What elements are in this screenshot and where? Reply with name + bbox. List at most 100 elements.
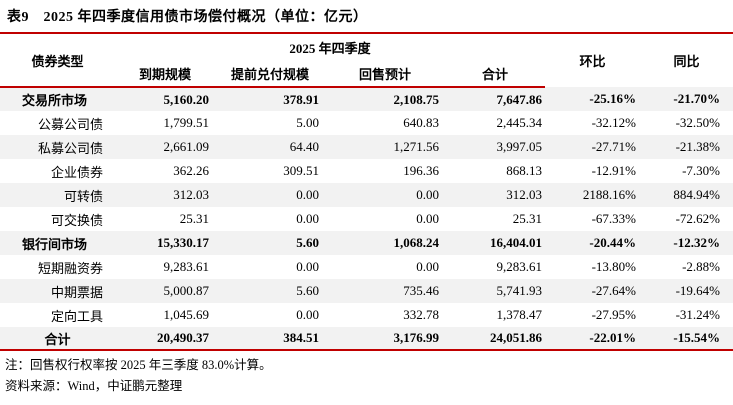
- maturity-cell: 1,799.51: [163, 115, 210, 130]
- table-row: 定向工具 1,045.69 0.00 332.78 1,378.47 -27.9…: [0, 303, 733, 327]
- put-cell: 0.00: [416, 211, 439, 226]
- early-redemption-cell: 309.51: [283, 163, 319, 178]
- early-redemption-cell: 0.00: [296, 307, 319, 322]
- qoq-cell: -67.33%: [591, 211, 637, 226]
- maturity-cell: 15,330.17: [157, 235, 209, 250]
- label-cell: 合计: [0, 327, 115, 351]
- qoq-cell: -32.12%: [591, 115, 637, 130]
- total-cell: 868.13: [506, 163, 543, 178]
- put-cell: 0.00: [416, 259, 439, 274]
- label-cell: 可转债: [63, 188, 103, 204]
- table-title: 表9 2025 年四季度信用债市场偿付概况（单位：亿元）: [7, 10, 368, 25]
- qoq-cell: -25.16%: [589, 91, 637, 106]
- total-cell: 7,647.86: [496, 91, 543, 107]
- early-redemption-cell: 5.60: [296, 283, 319, 298]
- total-cell: 3,997.05: [496, 139, 543, 154]
- early-redemption-cell: 0.00: [296, 187, 319, 202]
- qoq-cell: -27.71%: [591, 139, 637, 154]
- table-row: 银行间市场 15,330.17 5.60 1,068.24 16,404.01 …: [0, 231, 733, 255]
- put-cell: 2,108.75: [393, 91, 440, 107]
- yoy-cell: -31.24%: [675, 307, 721, 322]
- total-cell: 2,445.34: [496, 115, 543, 130]
- put-cell: 1,271.56: [393, 139, 440, 154]
- yoy-cell: -72.62%: [675, 211, 721, 226]
- table-row: 交易所市场 5,160.20 378.91 2,108.75 7,647.86 …: [0, 87, 733, 111]
- footnote-source: 资料来源：Wind，中证鹏元整理: [5, 378, 183, 393]
- label-cell: 短期融资券: [37, 260, 103, 276]
- bond-repayment-table: 债券类型 2025 年四季度 环比 同比 到期规模 提前兑付规模 回售预计 合计…: [0, 32, 733, 351]
- table-row: 可交换债 25.31 0.00 0.00 25.31 -67.33% -72.6…: [0, 207, 733, 231]
- table-row: 私募公司债 2,661.09 64.40 1,271.56 3,997.05 -…: [0, 135, 733, 159]
- header-put-estimate: 回售预计: [325, 61, 445, 88]
- maturity-cell: 362.26: [173, 163, 209, 178]
- yoy-cell: 884.94%: [673, 187, 721, 202]
- yoy-cell: -21.38%: [675, 139, 721, 154]
- header-quarter-group: 2025 年四季度: [289, 41, 371, 56]
- total-cell: 1,378.47: [496, 307, 543, 322]
- label-cell: 交易所市场: [22, 93, 88, 108]
- table-header: 债券类型 2025 年四季度 环比 同比 到期规模 提前兑付规模 回售预计 合计: [0, 33, 733, 88]
- put-cell: 196.36: [403, 163, 439, 178]
- put-cell: 735.46: [403, 283, 439, 298]
- total-cell: 24,051.86: [445, 327, 546, 351]
- label-cell: 中期票据: [50, 284, 103, 300]
- header-total: 合计: [445, 61, 546, 88]
- label-cell: 定向工具: [50, 308, 103, 324]
- yoy-cell: -2.88%: [682, 259, 721, 274]
- maturity-cell: 1,045.69: [163, 307, 210, 322]
- total-cell: 16,404.01: [490, 235, 543, 250]
- total-cell: 5,741.93: [496, 283, 543, 298]
- total-cell: 312.03: [506, 187, 543, 202]
- maturity-cell: 25.31: [179, 211, 209, 226]
- put-cell: 1,068.24: [393, 235, 440, 250]
- early-redemption-cell: 384.51: [215, 327, 325, 351]
- header-early-redemption: 提前兑付规模: [215, 61, 325, 88]
- yoy-cell: -21.70%: [673, 91, 721, 106]
- early-redemption-cell: 378.91: [283, 91, 319, 107]
- maturity-cell: 312.03: [173, 187, 209, 202]
- put-cell: 0.00: [416, 187, 439, 202]
- early-redemption-cell: 0.00: [296, 259, 319, 274]
- table-row: 企业债券 362.26 309.51 196.36 868.13 -12.91%…: [0, 159, 733, 183]
- early-redemption-cell: 5.60: [296, 235, 319, 250]
- qoq-cell: -20.44%: [589, 235, 637, 250]
- qoq-cell: -27.95%: [591, 307, 637, 322]
- yoy-cell: -19.64%: [675, 283, 721, 298]
- maturity-cell: 20,490.37: [115, 327, 215, 351]
- label-cell: 公募公司债: [37, 116, 103, 132]
- table-row: 可转债 312.03 0.00 0.00 312.03 2188.16% 884…: [0, 183, 733, 207]
- total-cell: 9,283.61: [496, 259, 543, 274]
- table-row: 公募公司债 1,799.51 5.00 640.83 2,445.34 -32.…: [0, 111, 733, 135]
- early-redemption-cell: 5.00: [296, 115, 319, 130]
- total-cell: 25.31: [512, 211, 543, 226]
- yoy-cell: -12.32%: [673, 235, 721, 250]
- early-redemption-cell: 0.00: [296, 211, 319, 226]
- maturity-cell: 5,000.87: [163, 283, 210, 298]
- table-row: 中期票据 5,000.87 5.60 735.46 5,741.93 -27.6…: [0, 279, 733, 303]
- footnote-note: 注：回售权行权率按 2025 年三季度 83.0%计算。: [5, 358, 272, 372]
- early-redemption-cell: 64.40: [289, 139, 319, 154]
- put-cell: 3,176.99: [325, 327, 445, 351]
- label-cell: 可交换债: [50, 212, 103, 228]
- header-maturity: 到期规模: [115, 61, 215, 88]
- table-row: 短期融资券 9,283.61 0.00 0.00 9,283.61 -13.80…: [0, 255, 733, 279]
- maturity-cell: 9,283.61: [163, 259, 210, 274]
- put-cell: 332.78: [403, 307, 439, 322]
- label-cell: 银行间市场: [22, 236, 88, 252]
- qoq-cell: 2188.16%: [582, 187, 637, 202]
- header-yoy: 同比: [673, 54, 700, 69]
- table-row-total: 合计 20,490.37 384.51 3,176.99 24,051.86 -…: [0, 327, 733, 351]
- qoq-cell: -12.91%: [591, 163, 637, 178]
- header-qoq: 环比: [579, 54, 606, 69]
- label-cell: 私募公司债: [37, 140, 103, 156]
- qoq-cell: -22.01%: [545, 327, 641, 351]
- maturity-cell: 2,661.09: [163, 139, 210, 154]
- yoy-cell: -15.54%: [640, 327, 733, 351]
- maturity-cell: 5,160.20: [163, 91, 210, 107]
- yoy-cell: -7.30%: [682, 163, 721, 178]
- footnotes: 注：回售权行权率按 2025 年三季度 83.0%计算。 资料来源：Wind，中…: [0, 351, 733, 396]
- put-cell: 640.83: [403, 115, 439, 130]
- qoq-cell: -27.64%: [591, 283, 637, 298]
- yoy-cell: -32.50%: [675, 115, 721, 130]
